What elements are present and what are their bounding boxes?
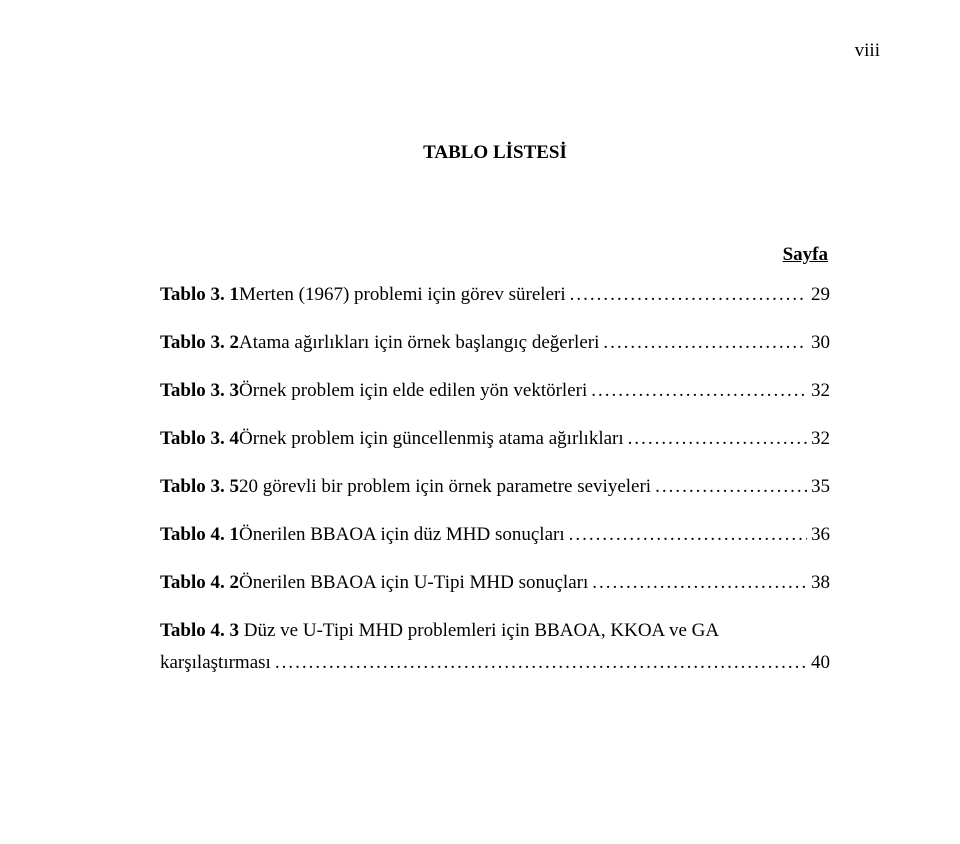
entry-title: Önerilen BBAOA için U-Tipi MHD sonuçları xyxy=(239,572,588,594)
dot-leader xyxy=(570,284,807,306)
entry-title: Düz ve U-Tipi MHD problemleri için BBAOA… xyxy=(244,620,719,641)
toc-entry: Tablo 4. 1 Önerilen BBAOA için düz MHD s… xyxy=(160,524,830,546)
entry-label: Tablo 3. 1 xyxy=(160,284,239,306)
page-number: viii xyxy=(855,40,880,62)
entry-title: Örnek problem için güncellenmiş atama ağ… xyxy=(239,428,624,450)
entry-label: Tablo 4. 2 xyxy=(160,572,239,594)
toc-entry-line1: Tablo 4. 3 Düz ve U-Tipi MHD problemleri… xyxy=(160,620,830,642)
entry-page: 32 xyxy=(811,428,830,450)
entry-title: 20 görevli bir problem için örnek parame… xyxy=(239,476,651,498)
entry-label: Tablo 3. 3 xyxy=(160,380,239,402)
entry-title: karşılaştırması xyxy=(160,652,271,674)
toc-entry: Tablo 3. 1 Merten (1967) problemi için g… xyxy=(160,284,830,306)
toc-entry: Tablo 3. 4 Örnek problem için güncellenm… xyxy=(160,428,830,450)
entry-page: 38 xyxy=(811,572,830,594)
dot-leader xyxy=(592,572,807,594)
toc-entry: Tablo 3. 5 20 görevli bir problem için ö… xyxy=(160,476,830,498)
toc-entry: Tablo 3. 2 Atama ağırlıkları için örnek … xyxy=(160,332,830,354)
entry-page: 32 xyxy=(811,380,830,402)
entry-title: Örnek problem için elde edilen yön vektö… xyxy=(239,380,587,402)
entry-page: 35 xyxy=(811,476,830,498)
entry-page: 40 xyxy=(811,652,830,674)
document-page: viii TABLO LİSTESİ Sayfa Tablo 3. 1 Mert… xyxy=(0,0,960,844)
entry-page: 30 xyxy=(811,332,830,354)
entry-title: Merten (1967) problemi için görev sürele… xyxy=(239,284,566,306)
column-header: Sayfa xyxy=(160,244,830,266)
dot-leader xyxy=(655,476,807,498)
dot-leader xyxy=(628,428,807,450)
entry-label: Tablo 4. 1 xyxy=(160,524,239,546)
page-title: TABLO LİSTESİ xyxy=(160,142,830,164)
toc-entry: Tablo 3. 3 Örnek problem için elde edile… xyxy=(160,380,830,402)
dot-leader xyxy=(603,332,807,354)
toc-entry: Tablo 4. 2 Önerilen BBAOA için U-Tipi MH… xyxy=(160,572,830,594)
entry-page: 36 xyxy=(811,524,830,546)
entry-page: 29 xyxy=(811,284,830,306)
entry-label: Tablo 3. 5 xyxy=(160,476,239,498)
entry-title: Önerilen BBAOA için düz MHD sonuçları xyxy=(239,524,565,546)
dot-leader xyxy=(591,380,807,402)
dot-leader xyxy=(569,524,807,546)
entry-label: Tablo 4. 3 xyxy=(160,620,244,641)
entry-label: Tablo 3. 2 xyxy=(160,332,239,354)
dot-leader xyxy=(275,652,807,674)
entry-title: Atama ağırlıkları için örnek başlangıç d… xyxy=(239,332,599,354)
toc-entry-line2: karşılaştırması 40 xyxy=(160,652,830,674)
entry-label: Tablo 3. 4 xyxy=(160,428,239,450)
